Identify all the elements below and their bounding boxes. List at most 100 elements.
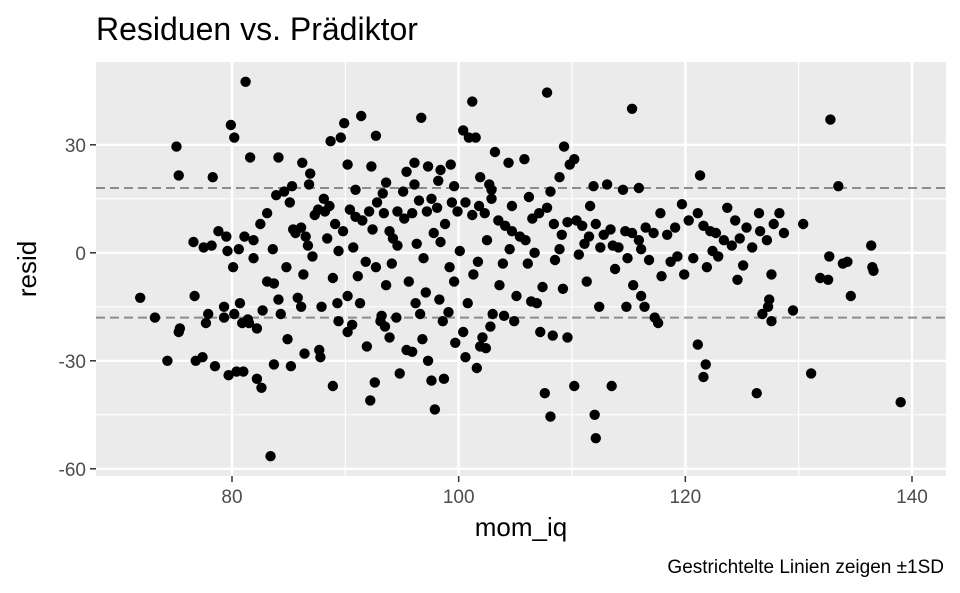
data-point [251,373,263,384]
data-point [640,222,651,233]
data-point [416,112,427,124]
data-point [281,262,292,273]
data-point [468,269,479,280]
data-point [458,326,469,338]
data-point [257,305,268,316]
data-point [384,332,395,343]
data-point [200,317,212,329]
data-point [446,197,458,208]
data-point [409,157,420,168]
data-point [643,254,655,266]
data-point [562,332,573,343]
data-point [422,355,434,366]
data-point [410,298,421,309]
data-point [322,233,333,244]
data-point [692,208,703,219]
data-point [701,262,713,273]
data-point [386,258,397,269]
data-point [445,159,456,170]
data-point [363,206,375,217]
data-point [494,280,505,291]
data-point [366,161,377,172]
data-point [692,339,703,350]
data-point [452,206,463,217]
data-point [369,377,380,388]
data-point [837,258,849,269]
data-point [376,310,387,321]
data-point [554,244,565,255]
data-point [407,208,418,219]
data-point [265,451,276,462]
data-point [248,235,259,246]
data-point [251,323,263,334]
data-point [460,352,471,363]
data-point [577,220,588,231]
data-point [761,235,773,246]
data-point [472,256,484,267]
data-point [367,224,378,235]
data-point [656,271,667,282]
data-point [467,96,478,107]
data-point [332,298,343,309]
x-axis-ticks: 80 100 120 140 [221,476,928,508]
data-point [537,281,548,293]
data-point [439,218,451,230]
data-point [295,222,307,233]
data-point [498,310,510,321]
data-point [188,236,199,248]
data-point [354,298,366,309]
data-point [207,172,218,183]
chart-title: Residuen vs. Prädiktor [96,11,418,47]
data-point [460,197,471,208]
data-point [435,236,446,248]
data-point [300,231,311,242]
data-point [268,278,280,289]
data-point [485,321,496,332]
data-point [519,154,530,165]
data-point [774,208,785,219]
data-point [162,355,173,366]
data-point [407,346,418,357]
data-point [299,348,310,359]
data-point [223,370,234,381]
data-point [213,226,224,237]
data-point [787,305,799,316]
data-point [845,290,856,302]
data-point [547,330,558,341]
data-point [458,125,469,136]
data-point [333,245,344,257]
data-point [798,218,809,230]
data-point [526,296,537,307]
data-point [573,249,584,260]
data-point [562,217,573,228]
data-point [590,433,601,444]
data-point [590,218,601,230]
plot-panel [96,62,946,476]
data-point [601,179,613,190]
data-point [273,294,284,305]
data-point [401,166,412,177]
data-point [218,312,230,323]
data-point [479,208,490,219]
data-point [329,218,341,230]
data-point [730,215,741,226]
data-point [805,368,817,379]
data-point [734,233,745,244]
y-axis-title: resid [12,241,42,297]
data-point [357,215,368,226]
data-point [475,172,486,183]
data-point [229,132,240,143]
data-point [240,76,251,88]
data-point [594,301,605,312]
data-point [227,262,239,273]
data-point [417,334,428,345]
data-point [315,352,326,363]
data-point [399,213,410,224]
data-point [360,256,371,267]
data-point [683,215,694,226]
grid-major [96,62,946,476]
data-point [218,301,230,312]
data-point [467,209,478,221]
chart-caption: Gestrichtelte Linien zeigen ±1SD [667,557,944,578]
data-point [522,258,533,269]
